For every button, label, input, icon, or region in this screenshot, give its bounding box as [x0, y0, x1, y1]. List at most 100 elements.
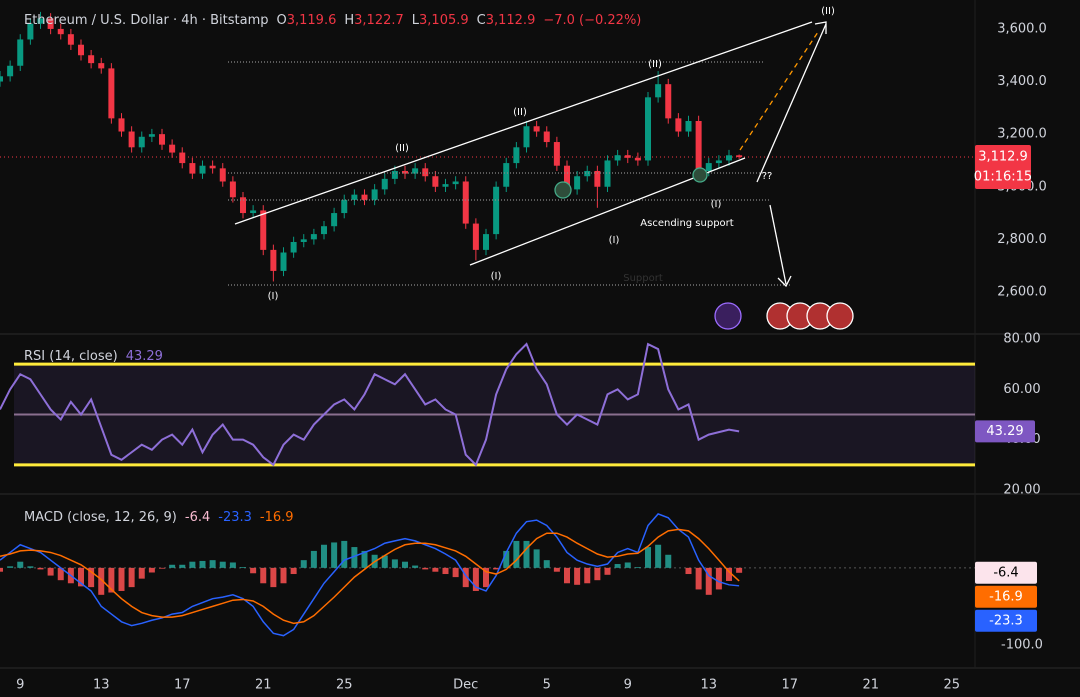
candle-body [604, 160, 611, 187]
value-tag-label: 43.29 [986, 424, 1023, 439]
annotation: ?? [762, 171, 773, 182]
histogram-bar [361, 550, 368, 568]
x-tick-label: 21 [255, 678, 272, 693]
histogram-bar [726, 567, 732, 581]
ohlc-value: H [344, 13, 354, 28]
candle-body [523, 126, 530, 148]
histogram-bar [290, 567, 297, 575]
histogram-bar [118, 567, 125, 591]
candle-body [726, 155, 732, 161]
candle-body [169, 144, 176, 153]
y-tick-label: 60.00 [1003, 382, 1040, 397]
y-tick-label: -100.0 [1001, 637, 1043, 652]
candle-body [148, 134, 155, 137]
candle-body [493, 186, 500, 235]
histogram-bar [128, 567, 135, 588]
legend-value: -23.3 [218, 510, 252, 525]
candle-body [27, 23, 34, 40]
candle-body [432, 176, 439, 187]
legend-value: -6.4 [185, 510, 210, 525]
annotation: Support [623, 273, 663, 284]
event-icon[interactable] [714, 302, 742, 330]
candle-body [270, 249, 277, 271]
candle-body [128, 131, 135, 148]
histogram-bar [553, 567, 560, 572]
channel-upper [234, 21, 813, 225]
candle-body [260, 210, 267, 250]
histogram-bar [341, 540, 348, 568]
down-arrow [769, 204, 787, 285]
value-tag-label: -16.9 [989, 589, 1023, 604]
candle-body [108, 68, 115, 119]
histogram-bar [159, 567, 165, 569]
candle-body [412, 168, 419, 174]
histogram-bar [300, 560, 307, 568]
histogram-bar [148, 567, 155, 573]
candle-body [341, 199, 348, 214]
rsi-line [0, 342, 740, 467]
annotation: (I) [491, 271, 502, 282]
annotation: (I) [268, 291, 279, 302]
candle-body [533, 126, 540, 132]
histogram-bar [199, 560, 206, 568]
marker [554, 181, 572, 199]
candle-body [452, 181, 459, 185]
candle-body [472, 223, 479, 250]
histogram-bar [736, 567, 743, 573]
histogram-bar [219, 561, 226, 568]
candle-body [675, 118, 682, 132]
candle-body [209, 165, 216, 169]
candle-body [189, 163, 196, 174]
projection [739, 31, 819, 151]
candle-body [67, 34, 74, 45]
histogram-bar [412, 565, 419, 568]
histogram-bar [523, 540, 530, 568]
candle-body [462, 181, 469, 224]
annotation: (II) [395, 143, 409, 154]
candle-body [351, 194, 358, 200]
y-tick-label: 2,800.0 [997, 232, 1047, 247]
countdown: 01:16:15 [974, 170, 1032, 185]
histogram-bar [310, 550, 317, 568]
candle-body [219, 168, 226, 182]
candle-body [361, 194, 368, 200]
ohlc-value: L [412, 13, 420, 28]
histogram-bar [108, 567, 115, 593]
title: Ethereum / U.S. Dollar · 4h · Bitstamp [24, 13, 269, 28]
candle-body [138, 136, 145, 148]
candle-body [483, 234, 489, 250]
legend: MACD (close, 12, 26, 9) -6.4 -23.3 -16.9 [24, 510, 294, 525]
y-tick-label: 3,600.0 [997, 21, 1047, 36]
annotation: (I) [609, 235, 620, 246]
histogram-bar [533, 549, 540, 568]
legend: RSI (14, close) 43.29 [24, 349, 163, 364]
histogram-bar [705, 567, 712, 595]
x-tick-label: Dec [453, 678, 478, 693]
value-tag-label: -6.4 [993, 565, 1018, 580]
event-icon[interactable] [826, 302, 854, 330]
candle-body [645, 97, 651, 161]
histogram-bar [634, 567, 641, 568]
candle-body [624, 155, 631, 158]
value-tag [975, 585, 1037, 608]
histogram-bar [260, 567, 267, 584]
ohlc-value: 3,122.7 [354, 13, 404, 28]
candle-body [584, 170, 591, 177]
histogram-bar [574, 567, 581, 585]
annotation: Ascending support [640, 218, 734, 229]
candle-body [553, 142, 560, 166]
candle-body [391, 170, 398, 179]
x-tick-label: 9 [16, 678, 24, 693]
histogram-bar [513, 540, 520, 568]
title: RSI (14, close) [24, 349, 118, 364]
histogram-bar [280, 567, 287, 584]
candle-body [543, 131, 550, 143]
histogram-bar [270, 567, 277, 588]
histogram-bar [351, 547, 358, 568]
histogram-bar [442, 567, 449, 575]
histogram-bar [503, 550, 510, 568]
price-tag [975, 145, 1031, 190]
y-tick-label: 3,400.0 [997, 74, 1047, 89]
histogram-bar [604, 567, 611, 575]
